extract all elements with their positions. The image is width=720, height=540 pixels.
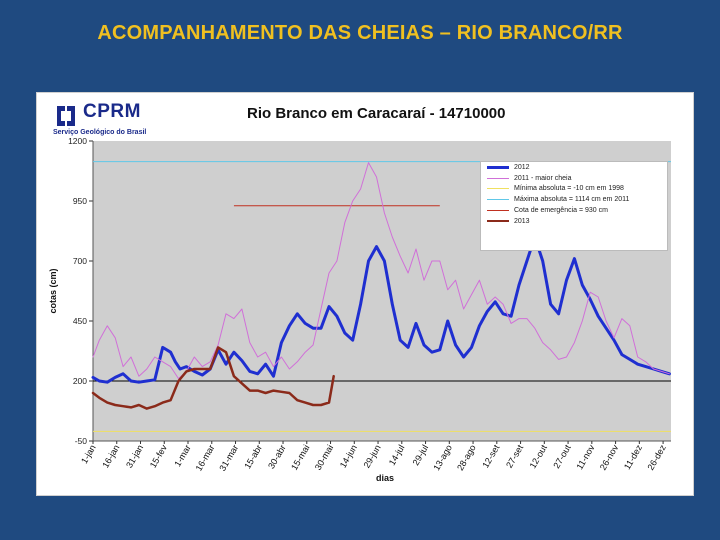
legend-label: Mínima absoluta = -10 cm em 1998	[514, 185, 624, 193]
legend-label: Cota de emergência = 930 cm	[514, 207, 608, 215]
x-tick-label: 26-dez	[645, 443, 668, 472]
y-tick-label: -50	[75, 436, 88, 446]
x-tick-label: 29-jun	[362, 443, 383, 470]
logo-name: CPRM	[83, 101, 141, 122]
x-tick-label: 27-set	[504, 443, 525, 470]
x-tick-label: 16-jan	[100, 443, 121, 470]
chart-frame: CPRM Serviço Geológico do Brasil Rio Bra…	[36, 92, 694, 496]
series-line	[92, 162, 670, 380]
y-tick-label: 950	[73, 196, 87, 206]
x-tick-label: 15-mai	[289, 443, 311, 472]
x-axis-label: dias	[376, 473, 394, 483]
logo-subtitle: Serviço Geológico do Brasil	[53, 129, 147, 136]
legend-entry: Mínima absoluta = -10 cm em 1998	[481, 184, 667, 195]
legend-swatch	[487, 188, 509, 190]
chart-title: Rio Branco em Caracaraí - 14710000	[247, 105, 506, 122]
x-tick-label: 14-jun	[338, 443, 359, 470]
legend-swatch	[487, 210, 509, 212]
legend-label: 2011 - maior cheia	[514, 174, 572, 182]
x-tick-label: 27-out	[551, 443, 573, 471]
x-tick-label: 11-nov	[574, 443, 596, 472]
x-tick-label: 11-dez	[622, 443, 644, 472]
x-tick-label: 26-nov	[598, 443, 621, 472]
legend-entry: 2011 - maior cheia	[481, 173, 667, 184]
x-tick-label: 12-out	[528, 443, 550, 471]
x-tick-label: 1-jan	[79, 443, 98, 465]
cprm-logo-icon	[57, 106, 75, 126]
chart-legend: 2012 2011 - maior cheia Mínima absoluta = …	[480, 161, 668, 251]
legend-swatch	[487, 199, 509, 201]
x-tick-label: 15-abr	[242, 443, 264, 471]
x-tick-label: 28-ago	[455, 443, 478, 472]
y-tick-label: 700	[73, 256, 87, 266]
legend-entry: 2013	[481, 216, 667, 227]
y-axis-label: cotas (cm)	[48, 268, 58, 313]
y-tick-label: 200	[73, 376, 87, 386]
x-tick-label: 16-mar	[194, 443, 217, 473]
legend-entry: 2012	[481, 162, 667, 173]
x-tick-label: 15-fev	[148, 443, 169, 470]
series-line	[91, 235, 671, 384]
legend-swatch	[487, 165, 509, 169]
legend-swatch	[487, 220, 509, 223]
y-tick-label: 450	[73, 316, 87, 326]
cprm-logo: CPRM Serviço Geológico do Brasil	[51, 101, 171, 136]
x-tick-label: 13-ago	[431, 443, 454, 472]
x-tick-label: 29-jul	[411, 443, 431, 467]
legend-label: Máxima absoluta = 1114 cm em 2011	[514, 196, 630, 204]
legend-label: 2013	[514, 217, 530, 225]
x-tick-label: 31-mar	[217, 443, 240, 473]
legend-entry: Máxima absoluta = 1114 cm em 2011	[481, 194, 667, 205]
legend-label: 2012	[514, 163, 530, 171]
chart-plot: 1200 950 700 450 200 -501-jan 16-jan 31-jan 15-f…	[48, 136, 671, 483]
legend-swatch	[487, 177, 509, 179]
y-tick-label: 1200	[68, 136, 87, 146]
slide-title: ACOMPANHAMENTO DAS CHEIAS – RIO BRANCO/R…	[97, 22, 623, 44]
x-tick-label: 30-abr	[266, 443, 288, 471]
x-tick-label: 30-mai	[313, 443, 335, 472]
legend-entry: Cota de emergência = 930 cm	[481, 205, 667, 216]
x-tick-label: 1-mar	[172, 443, 192, 468]
x-tick-label: 31-jan	[124, 443, 145, 470]
series-line	[91, 346, 335, 410]
x-tick-label: 14-jul	[387, 443, 407, 467]
x-tick-label: 12-set	[480, 443, 501, 470]
